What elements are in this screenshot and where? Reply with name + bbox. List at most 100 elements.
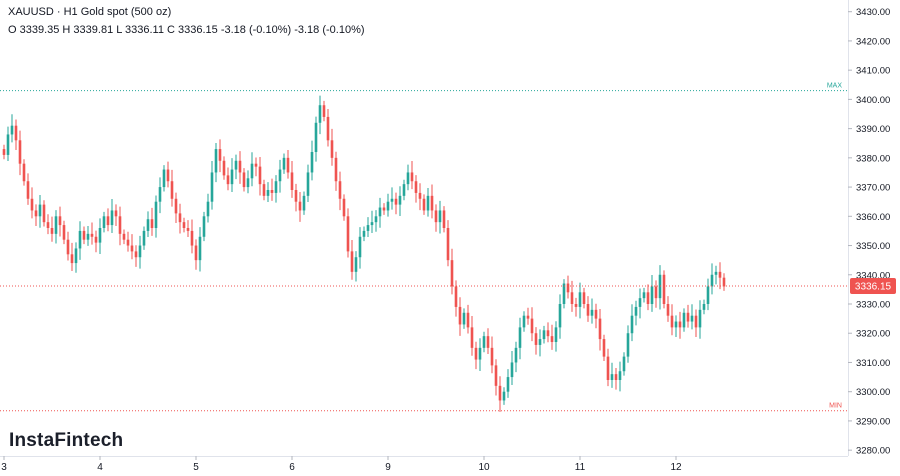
candle-body [682,312,686,328]
candle [86,225,90,246]
candle [270,178,274,201]
candle-body [522,315,526,328]
candle [94,230,98,253]
candle [542,325,546,344]
candle-body [626,333,630,357]
candle-body [90,233,94,237]
candle [286,149,290,179]
candle-body [386,201,390,211]
candle-body [466,312,470,328]
price-tick-label: 3330.00 [856,300,890,311]
candle [166,161,170,188]
candle [10,114,14,143]
candle-body [266,190,270,196]
candle-body [326,116,330,141]
brand-logo: InstaFintech [9,430,124,451]
candle [238,151,242,184]
candle-body [378,207,382,217]
time-tick-label: 10 [478,462,490,473]
price-tick-label: 3350.00 [856,241,890,252]
candle-body [362,230,366,237]
candle-body [234,160,238,170]
candle-body [546,330,550,337]
candle-body [194,245,198,261]
candle-body [482,336,486,348]
time-axis[interactable]: 3 4 5 6 9 10 11 12 [0,456,848,473]
time-tick-label: 9 [385,462,391,473]
candle [294,183,298,212]
candle [374,210,378,232]
candle-body [494,365,498,386]
candle-body [74,248,78,264]
candle [82,226,86,245]
candle [146,211,150,238]
symbol-title: XAUUSD · H1 Gold spot (500 oz) [8,6,172,18]
candle-body [686,312,690,322]
candle [678,311,682,339]
candle-body [46,222,50,228]
candle [226,167,230,191]
candle [114,204,118,226]
candle [174,192,178,224]
candle-body [590,309,594,316]
candle [134,245,138,267]
candle-body [418,192,422,199]
candle [718,262,722,290]
candle-body [278,169,282,182]
candle-body [110,210,114,226]
candle [722,273,726,291]
candle [214,142,218,183]
candle [302,191,306,215]
candle-body [442,210,446,228]
candle [426,187,430,217]
candle [498,376,502,412]
candle-body [126,239,130,246]
candle-body [214,149,218,173]
candle-body [438,210,442,223]
candle-body [662,274,666,304]
candle [154,195,158,238]
candle-body [526,315,530,319]
candle-body [222,160,226,176]
candle-body [690,315,694,322]
candle [242,168,246,192]
candle-body [6,134,10,155]
candle [42,200,46,227]
candle-body [354,257,358,272]
candle [26,173,30,205]
candle-body [346,216,350,252]
candle [470,315,474,356]
candle [450,248,454,295]
max-line-label: MAX [827,83,843,90]
candle-body [202,216,206,237]
candle-body [698,309,702,328]
price-axis[interactable]: 3280.00 3290.00 3300.00 3310.00 3320.00 3330.… [848,0,890,457]
candle-body [462,312,466,325]
price-tick-label: 3430.00 [856,7,890,18]
candle-body [186,228,190,231]
candle-body [82,230,86,240]
candle [622,352,626,376]
candle-body [654,286,658,299]
candle-body [470,327,474,348]
candle [218,139,222,173]
candle [190,219,194,254]
candle-body [70,254,74,264]
last-price-marker: 3336.15 [0,278,896,295]
candle [150,207,154,236]
candle-body [558,304,562,328]
candle [206,193,210,223]
candle [370,210,374,233]
candle-body [330,140,334,158]
candle [438,200,442,234]
candle [706,278,710,311]
candle-body [146,219,150,231]
candle [74,242,78,273]
candle-body [258,166,262,185]
candle [346,208,350,258]
candle [570,280,574,312]
candle [306,164,310,202]
candle [342,194,346,221]
candle-body [54,216,58,234]
